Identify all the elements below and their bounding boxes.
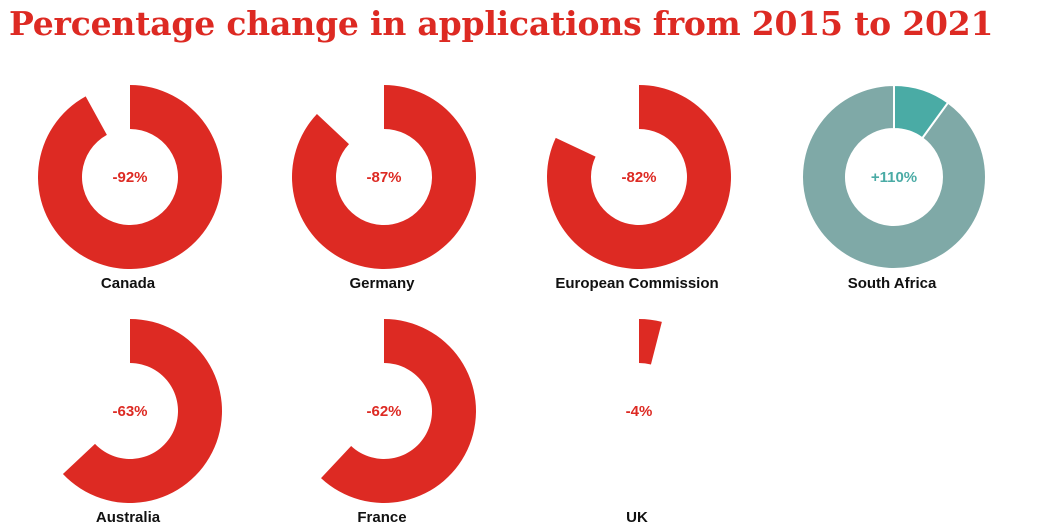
country-label-south-africa: South Africa bbox=[848, 275, 937, 292]
percent-label-france: -62% bbox=[366, 403, 401, 420]
donut-canada: -92% Canada bbox=[37, 85, 223, 292]
donut-france: -62% France bbox=[321, 319, 477, 526]
country-label-germany: Germany bbox=[349, 275, 415, 292]
donut-arc-australia bbox=[62, 319, 222, 503]
donut-germany: -87% Germany bbox=[291, 85, 476, 292]
donut-arc-uk bbox=[639, 319, 662, 365]
donut-arc-germany bbox=[291, 85, 476, 269]
donut-arc-extra-south-africa bbox=[893, 83, 950, 140]
percent-label-australia: -63% bbox=[112, 403, 147, 420]
country-label-canada: Canada bbox=[101, 275, 156, 292]
percent-label-germany: -87% bbox=[366, 169, 401, 186]
percent-label-uk: -4% bbox=[626, 403, 653, 420]
country-label-france: France bbox=[357, 509, 406, 526]
donut-uk: -4% UK bbox=[626, 319, 662, 526]
donut-south-africa: +110% South Africa bbox=[801, 83, 987, 292]
country-label-australia: Australia bbox=[96, 509, 161, 526]
donut-australia: -63% Australia bbox=[62, 319, 222, 526]
chart-title: Percentage change in applications from 2… bbox=[9, 4, 994, 43]
country-label-uk: UK bbox=[626, 509, 648, 526]
percent-label-european-commission: -82% bbox=[621, 169, 656, 186]
donut-arc-european-commission bbox=[547, 85, 732, 269]
donut-european-commission: -82% European Commission bbox=[547, 85, 732, 292]
donut-arc-base-south-africa bbox=[801, 83, 987, 270]
percent-label-south-africa: +110% bbox=[871, 169, 917, 186]
donut-arc-france bbox=[321, 319, 477, 503]
donut-arc-canada bbox=[37, 85, 223, 270]
percent-label-canada: -92% bbox=[112, 169, 147, 186]
country-label-european-commission: European Commission bbox=[555, 275, 718, 292]
